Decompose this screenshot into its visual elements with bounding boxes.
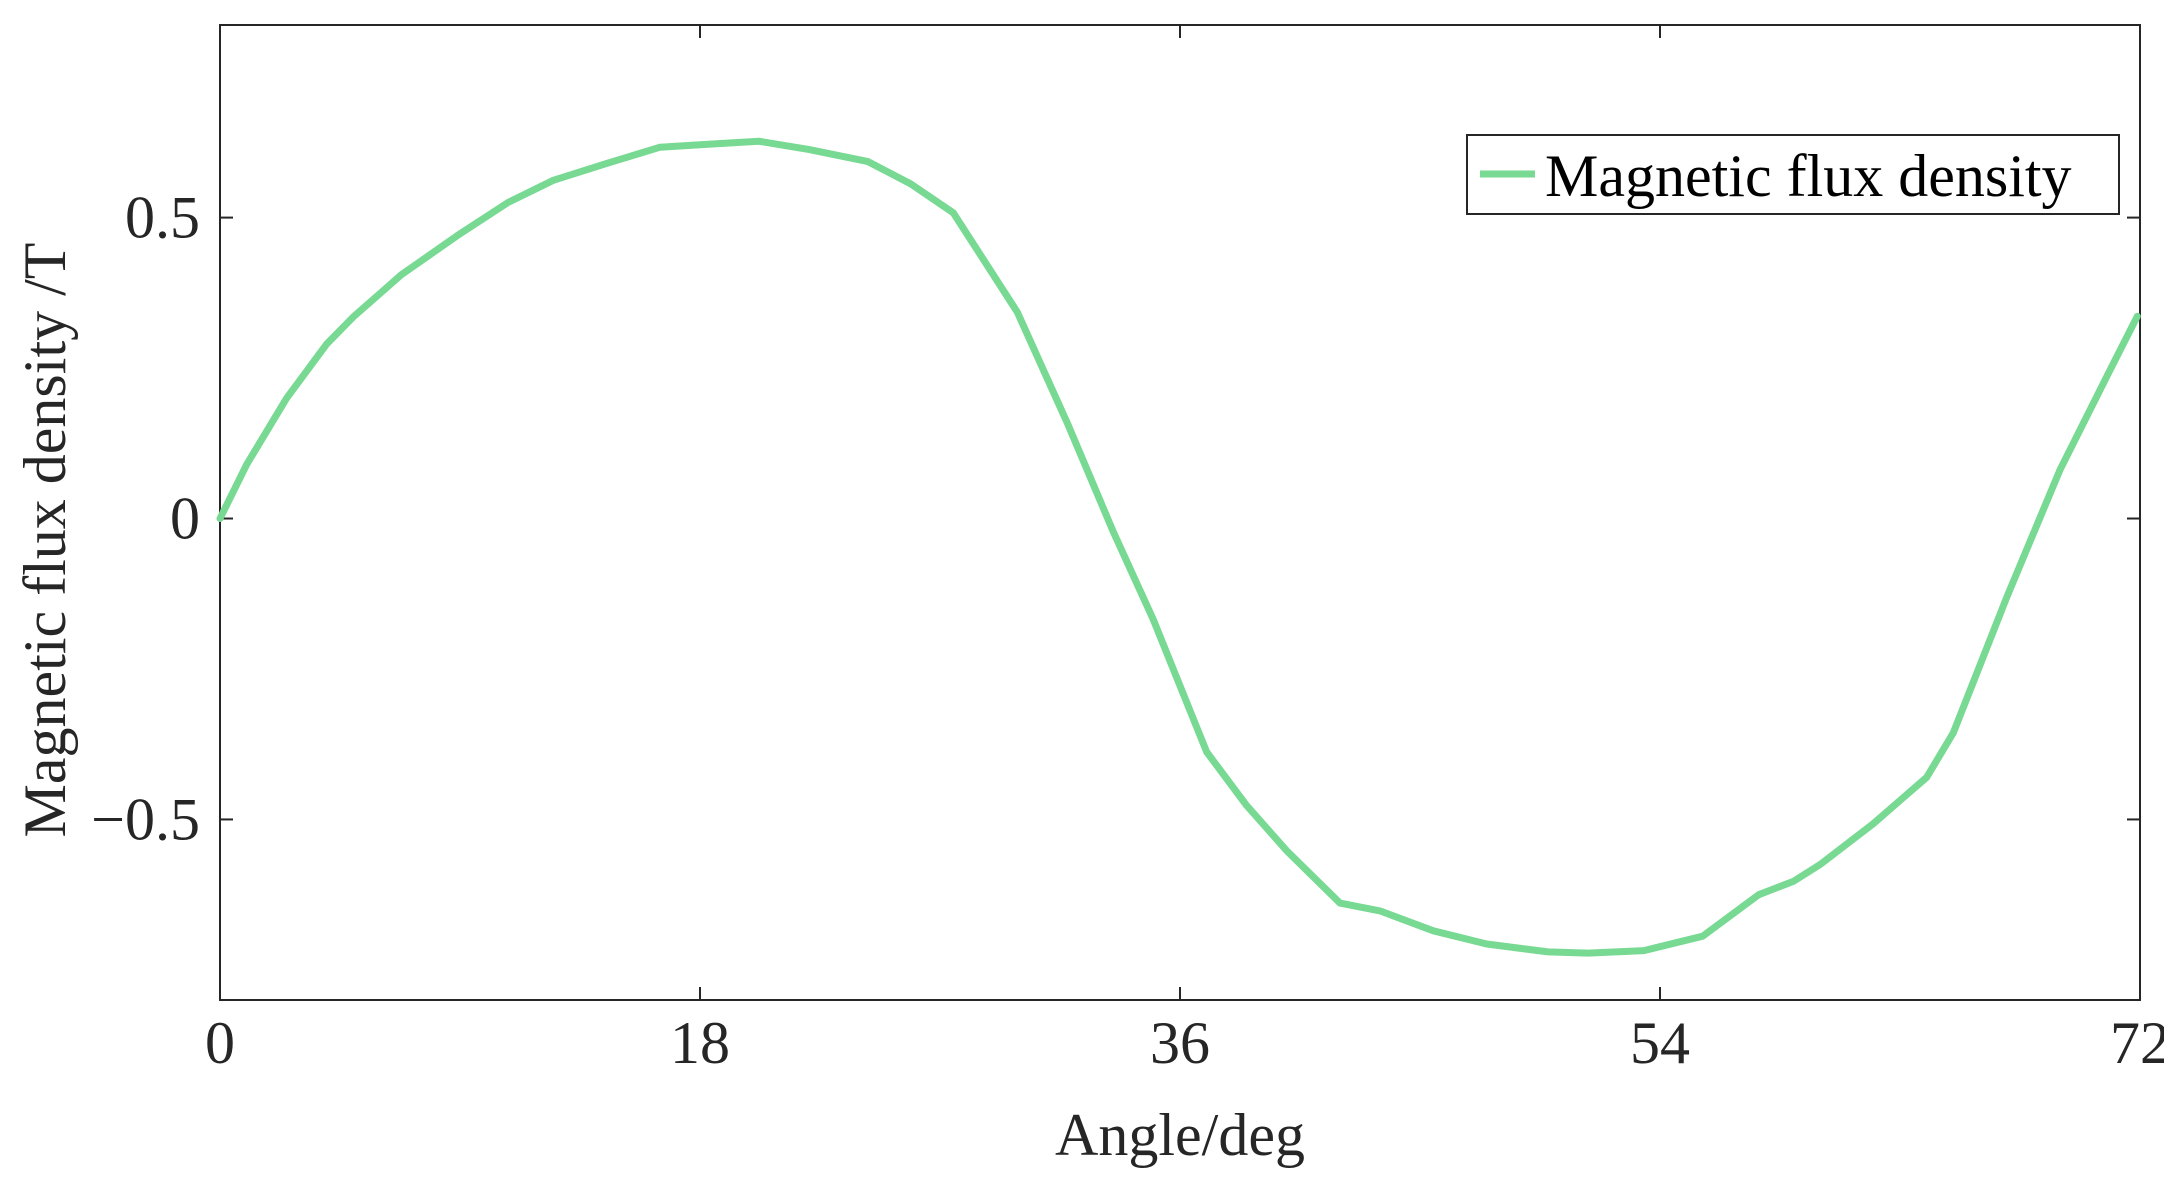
legend: Magnetic flux density	[1466, 134, 2120, 215]
series-layer	[216, 137, 2141, 957]
x-tick-label: 72	[2110, 1010, 2164, 1076]
series-line-magnetic-flux-density	[216, 137, 2141, 957]
y-tick-label: −0.5	[91, 786, 200, 852]
legend-box	[1466, 134, 2120, 215]
legend-label-magnetic-flux-density: Magnetic flux density	[1545, 143, 2072, 209]
x-axis-ticks: 0 18 36 54 72	[205, 25, 2164, 1076]
y-tick-label: 0.5	[125, 185, 200, 251]
y-axis-ticks: −0.5 0 0.5	[91, 185, 2140, 852]
x-tick-label: 0	[205, 1010, 235, 1076]
x-axis-title: Angle/deg	[1055, 1102, 1305, 1168]
y-tick-label: 0	[170, 486, 200, 552]
x-tick-label: 18	[670, 1010, 730, 1076]
x-tick-label: 36	[1150, 1010, 1210, 1076]
y-axis-title: Magnetic flux density /T	[12, 243, 78, 838]
x-tick-label: 54	[1630, 1010, 1690, 1076]
